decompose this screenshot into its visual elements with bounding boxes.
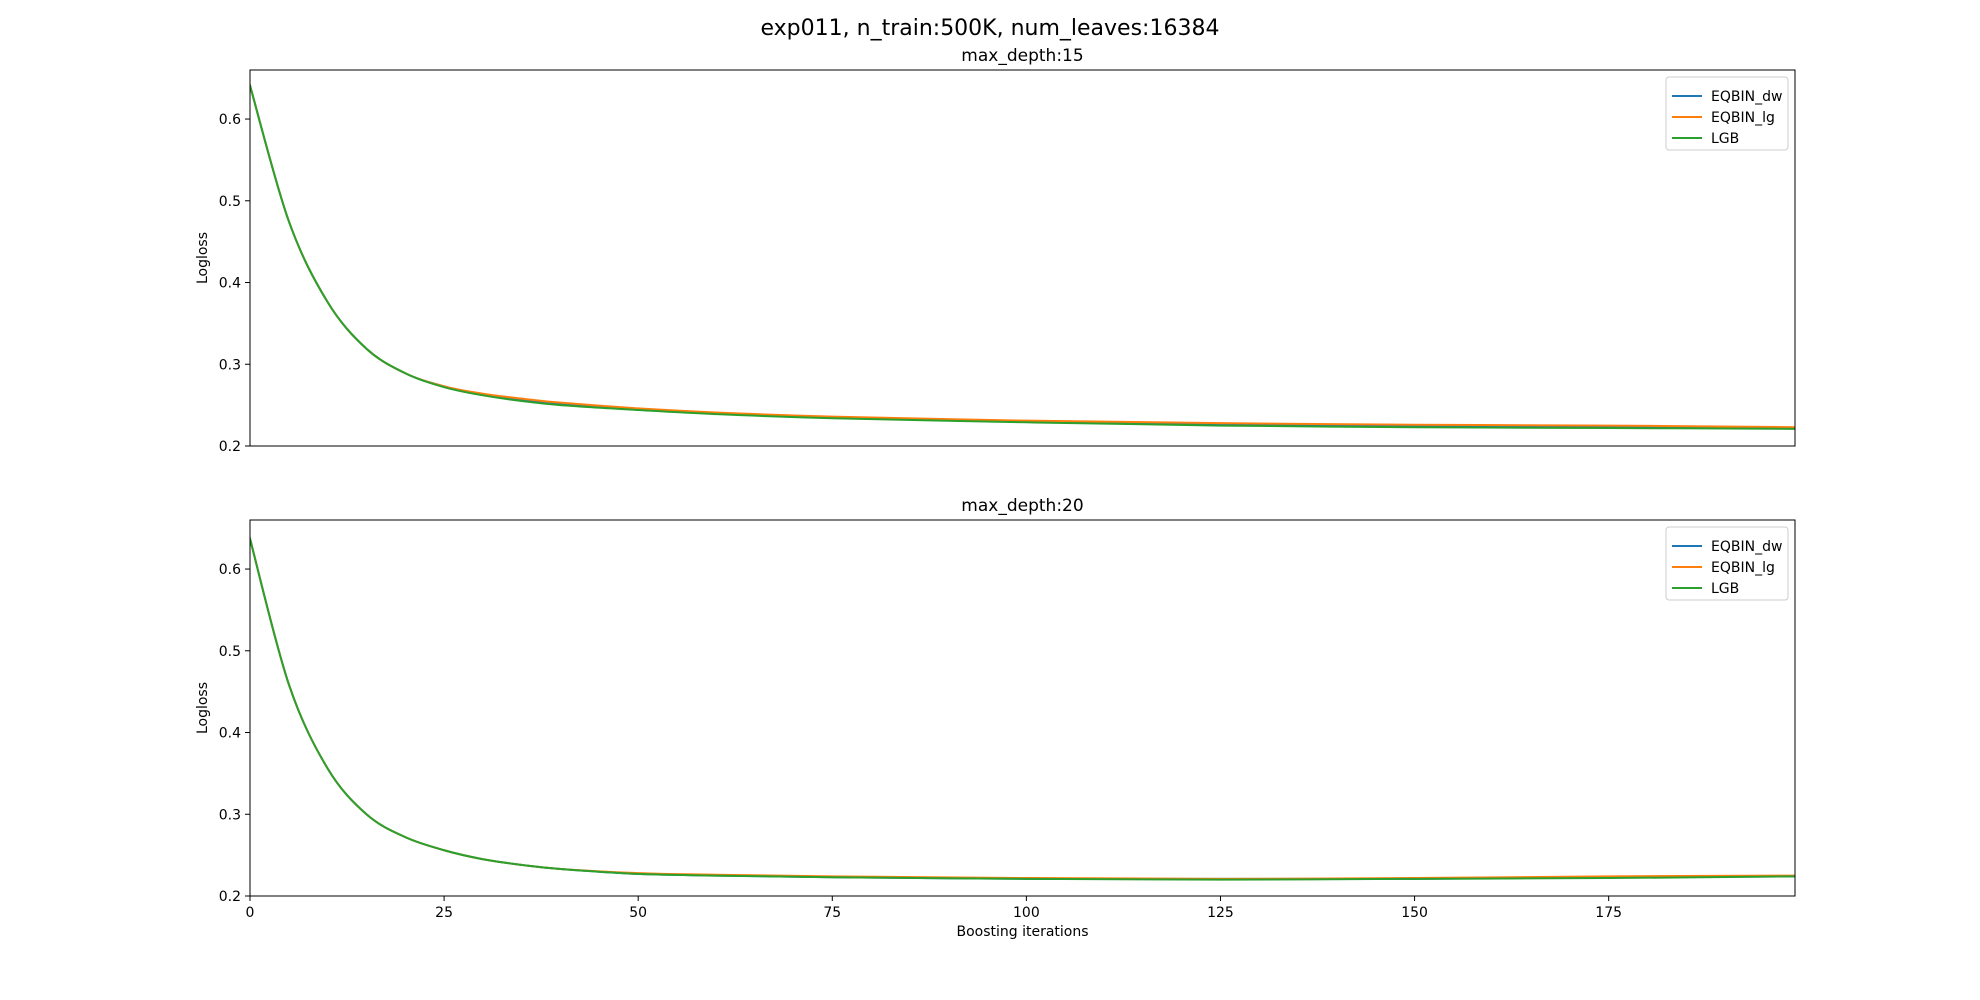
series-line-EQBIN_lg [250,84,1795,429]
x-tick-label: 50 [629,905,647,921]
subplot-title: max_depth:15 [961,46,1083,66]
x-axis-label: Boosting iterations [956,924,1088,940]
x-tick-label: 100 [1013,905,1040,921]
legend-label: EQBIN_lg [1711,560,1775,576]
y-tick-label: 0.6 [219,112,241,128]
x-tick-label: 175 [1595,905,1622,921]
legend-label: LGB [1711,131,1739,147]
y-tick-label: 0.3 [219,807,241,823]
y-tick-label: 0.6 [219,562,241,578]
series-line-EQBIN_lg [250,537,1795,880]
x-tick-label: 25 [435,905,453,921]
x-tick-label: 125 [1207,905,1234,921]
subplot-title: max_depth:20 [961,496,1083,516]
legend: EQBIN_dw EQBIN_lg LGB [1665,526,1789,601]
legend-label: LGB [1711,581,1739,597]
y-axis-label: Logloss [195,232,211,284]
subplot-1: max_depth:15 0.2 0.3 0.4 0.5 0.6 Logloss EQBIN_… [195,46,1796,455]
y-tick-label: 0.3 [219,357,241,373]
series-line-LGB [250,84,1795,430]
y-tick-label: 0.5 [219,194,241,210]
figure-suptitle: exp011, n_train:500K, num_leaves:16384 [761,16,1220,41]
series-lines [250,84,1795,430]
x-tick-label: 150 [1401,905,1428,921]
legend-label: EQBIN_dw [1711,89,1782,105]
axes-frame [249,69,1796,447]
series-line-LGB [250,537,1795,881]
y-tick-label: 0.4 [219,276,241,292]
y-tick-label: 0.2 [219,439,241,455]
axes-frame [249,519,1796,897]
y-axis-label: Logloss [195,682,211,734]
series-line-EQBIN_dw [250,84,1795,430]
x-tick-label: 75 [823,905,841,921]
legend: EQBIN_dw EQBIN_lg LGB [1665,76,1789,151]
y-tick-label: 0.4 [219,726,241,742]
legend-label: EQBIN_dw [1711,539,1782,555]
x-tick-label: 0 [246,905,255,921]
y-tick-label: 0.2 [219,889,241,905]
series-line-EQBIN_dw [250,537,1795,880]
series-lines [250,537,1795,881]
subplot-2: max_depth:20 0.2 0.3 0.4 0.5 0.6 0 25 50 75 100 125… [195,496,1796,940]
y-tick-label: 0.5 [219,644,241,660]
legend-label: EQBIN_lg [1711,110,1775,126]
